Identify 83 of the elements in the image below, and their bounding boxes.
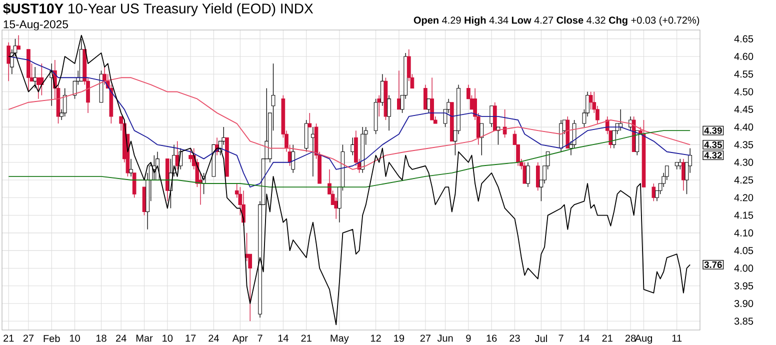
candlestick (40, 63, 44, 96)
annotation: 4.35 (704, 141, 722, 148)
y-tick-label: 4.10 (734, 229, 754, 236)
candlestick (380, 74, 384, 106)
y-tick-label: 4.50 (734, 88, 754, 96)
x-tick-label: May (330, 334, 349, 344)
candlestick (526, 162, 530, 188)
x-tick-label: 28 (625, 334, 636, 342)
candlestick (536, 162, 540, 191)
x-tick-label: 18 (96, 334, 106, 342)
x-tick-label: Mar (136, 334, 153, 342)
text: Open 4.29 High 4.34 Low 4.27 Close 4.32 Chg +0.03 (+0.72%) (414, 16, 700, 26)
candlestick (334, 197, 338, 220)
candlestick (678, 158, 682, 170)
candlestick (430, 77, 434, 120)
x-tick-label: 24 (208, 334, 219, 342)
annotation: 4.32 (704, 152, 722, 159)
candlestick (424, 84, 428, 110)
annotation: 3.76 (704, 261, 722, 268)
y-tick-label: 3.95 (734, 282, 754, 290)
candlestick (291, 144, 296, 174)
x-tick-label: 24 (116, 334, 126, 342)
x-tick-label: 11 (672, 334, 682, 342)
x-tick-label: Jun (437, 334, 453, 342)
x-tick-label: 21 (4, 334, 14, 342)
y-tick-label: 4.00 (734, 264, 754, 272)
y-tick-label: 4.45 (734, 106, 754, 113)
candlestick (102, 66, 106, 86)
candlestick (16, 34, 20, 50)
x-tick-label: 12 (371, 334, 381, 342)
y-tick-label: 4.60 (734, 52, 754, 60)
y-tick-label: 4.30 (734, 158, 754, 166)
x-tick-label: 14 (579, 334, 590, 342)
y-tick-label: 4.05 (734, 247, 754, 254)
x-tick-label: 7 (258, 334, 262, 342)
candlestick (33, 66, 38, 89)
candlestick (397, 70, 401, 110)
y-tick-label: 3.90 (734, 300, 754, 308)
y-tick-label: 4.55 (734, 70, 754, 78)
x-tick-label: 7 (558, 334, 564, 342)
x-tick-label: 19 (394, 334, 404, 342)
candlestick (350, 137, 355, 156)
candlestick (308, 112, 312, 128)
candlestick (652, 183, 656, 202)
candlestick (377, 94, 382, 117)
x-tick-label: 9 (466, 334, 471, 342)
y-tick-label: 4.65 (734, 35, 754, 42)
y-tick-label: 4.20 (734, 194, 754, 202)
x-tick-label: 21 (301, 334, 312, 342)
x-tick-label: 14 (278, 334, 288, 342)
x-tick-label: Feb (44, 334, 60, 342)
candlestick (132, 172, 136, 198)
chart-title: $UST10Y 10-Year US Treasury Yield (EOD) INDX (3, 2, 314, 16)
x-tick-label: 23 (510, 334, 520, 342)
candlestick (387, 94, 391, 131)
y-tick-label: 4.35 (734, 141, 754, 148)
x-tick-label: 27 (420, 334, 430, 342)
candlestick (588, 91, 593, 110)
x-tick-label: 17 (186, 334, 196, 342)
candlestick (682, 158, 686, 191)
candlestick (311, 126, 315, 177)
x-tick-label: 16 (486, 334, 497, 342)
y-tick-label: 4.40 (734, 124, 754, 131)
candlestick (480, 123, 484, 156)
x-tick-label: 10 (70, 334, 80, 342)
candlestick (502, 109, 507, 138)
y-tick-label: 4.15 (734, 212, 754, 219)
y-tick-label: 3.85 (734, 318, 754, 325)
candlestick (522, 162, 527, 184)
candlestick (6, 42, 11, 82)
x-tick-label: 10 (162, 334, 173, 342)
x-tick-label: 21 (602, 334, 612, 342)
chart-subtitle: 15-Aug-2025 (4, 20, 68, 31)
candlestick (188, 148, 192, 163)
x-tick-label: Apr (232, 334, 248, 344)
y-tick-label: 4.25 (734, 176, 754, 184)
candlestick (618, 109, 623, 131)
annotation: 4.39 (704, 127, 722, 134)
candlestick (129, 158, 133, 177)
x-tick-label: Jul (534, 334, 547, 342)
x-tick-label: Aug (634, 334, 652, 344)
candlestick (62, 88, 67, 117)
x-tick-label: 27 (23, 334, 34, 342)
